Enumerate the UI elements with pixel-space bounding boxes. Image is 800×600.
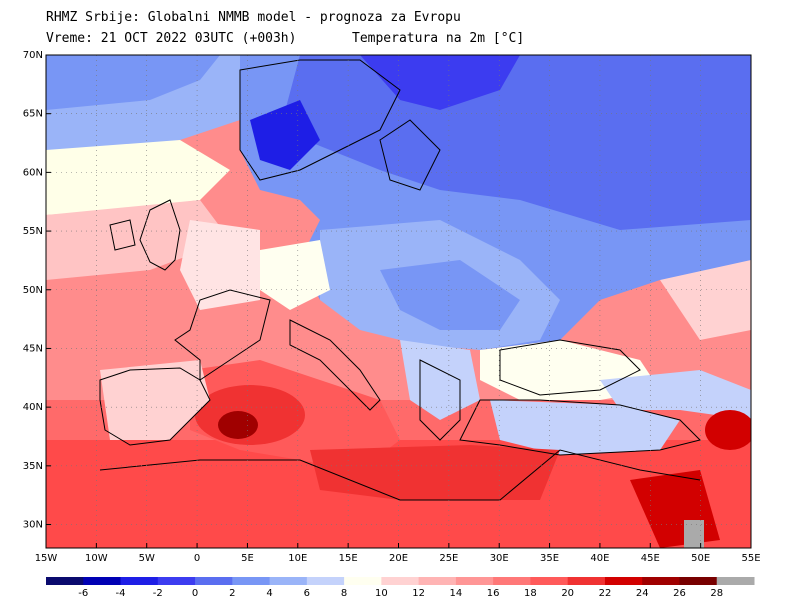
colorbar-label: 8 <box>341 588 347 599</box>
colorbar-swatch <box>418 577 457 585</box>
colorbar-swatch <box>381 577 420 585</box>
colorbar-swatch <box>46 577 84 585</box>
colorbar-label: 24 <box>636 588 649 599</box>
map-title: RHMZ Srbije: Globalni NMMB model - progn… <box>46 10 461 25</box>
colorbar-label: 12 <box>412 588 425 599</box>
colorbar-swatch <box>269 577 308 585</box>
colorbar-swatch <box>120 577 159 585</box>
longitude-label: 35E <box>540 553 559 564</box>
latitude-label: 70N <box>23 50 43 61</box>
colorbar-swatch <box>716 577 755 585</box>
colorbar-label: -4 <box>116 588 126 599</box>
colorbar-label: 22 <box>599 588 612 599</box>
colorbar-label: 20 <box>561 588 574 599</box>
longitude-label: 5E <box>241 553 254 564</box>
longitude-label: 10E <box>288 553 307 564</box>
longitude-label: 55E <box>741 553 760 564</box>
colorbar-label: 28 <box>710 588 723 599</box>
colorbar-label: 2 <box>229 588 235 599</box>
latitude-label: 60N <box>23 167 43 178</box>
colorbar-swatch <box>195 577 233 585</box>
longitude-label: 0 <box>194 553 200 564</box>
colorbar-swatch <box>306 577 345 585</box>
colorbar-swatch <box>83 577 122 585</box>
colorbar-label: 18 <box>524 588 537 599</box>
forecast-time: Vreme: 21 OCT 2022 03UTC (+003h) <box>46 31 297 46</box>
latitude-label: 45N <box>23 343 43 354</box>
longitude-label: 45E <box>641 553 660 564</box>
latitude-label: 30N <box>23 520 43 531</box>
longitude-label: 15E <box>339 553 358 564</box>
colorbar-label: 4 <box>266 588 272 599</box>
longitude-label: 15W <box>35 553 58 564</box>
variable-label: Temperatura na 2m [°C] <box>352 31 525 46</box>
longitude-label: 40E <box>590 553 609 564</box>
colorbar-swatch <box>604 577 643 585</box>
latitude-label: 55N <box>23 226 43 237</box>
latitude-label: 35N <box>23 461 43 472</box>
colorbar-label: 16 <box>487 588 500 599</box>
colorbar-label: 0 <box>192 588 198 599</box>
colorbar-swatch <box>642 577 680 585</box>
latitude-label: 40N <box>23 402 43 413</box>
colorbar-label: -6 <box>78 588 88 599</box>
colorbar-label: 26 <box>673 588 686 599</box>
longitude-label: 30E <box>490 553 509 564</box>
coastlines <box>99 59 701 501</box>
colorbar-swatch <box>679 577 718 585</box>
longitude-labels: 15W 10W 5W 0 5E 10E 15E 20E 25E 30E 35E 40E 45E 50E 55… <box>35 543 761 564</box>
colorbar-swatch <box>344 577 382 585</box>
longitude-label: 10W <box>85 553 108 564</box>
temperature-field <box>46 55 751 548</box>
colorbar-swatch <box>157 577 196 585</box>
colorbar: -6 -4 -2 0 2 4 6 8 10 12 14 16 18 20 22 24 26 28 <box>46 577 755 599</box>
latitude-label: 65N <box>23 109 43 120</box>
colorbar-label: -2 <box>153 588 163 599</box>
colorbar-swatch <box>455 577 494 585</box>
graticule <box>46 55 751 548</box>
colorbar-swatch <box>530 577 569 585</box>
colorbar-swatch <box>232 577 271 585</box>
longitude-label: 50E <box>691 553 710 564</box>
longitude-label: 25E <box>439 553 458 564</box>
latitude-label: 50N <box>23 285 43 296</box>
colorbar-label: 10 <box>375 588 388 599</box>
longitude-label: 5W <box>139 553 155 564</box>
colorbar-label: 14 <box>450 588 463 599</box>
colorbar-swatch <box>493 577 531 585</box>
colorbar-label: 6 <box>304 588 310 599</box>
longitude-label: 20E <box>389 553 408 564</box>
latitude-labels: 70N 65N 60N 55N 50N 45N 40N 35N 30N <box>23 50 51 531</box>
colorbar-swatch <box>567 577 606 585</box>
